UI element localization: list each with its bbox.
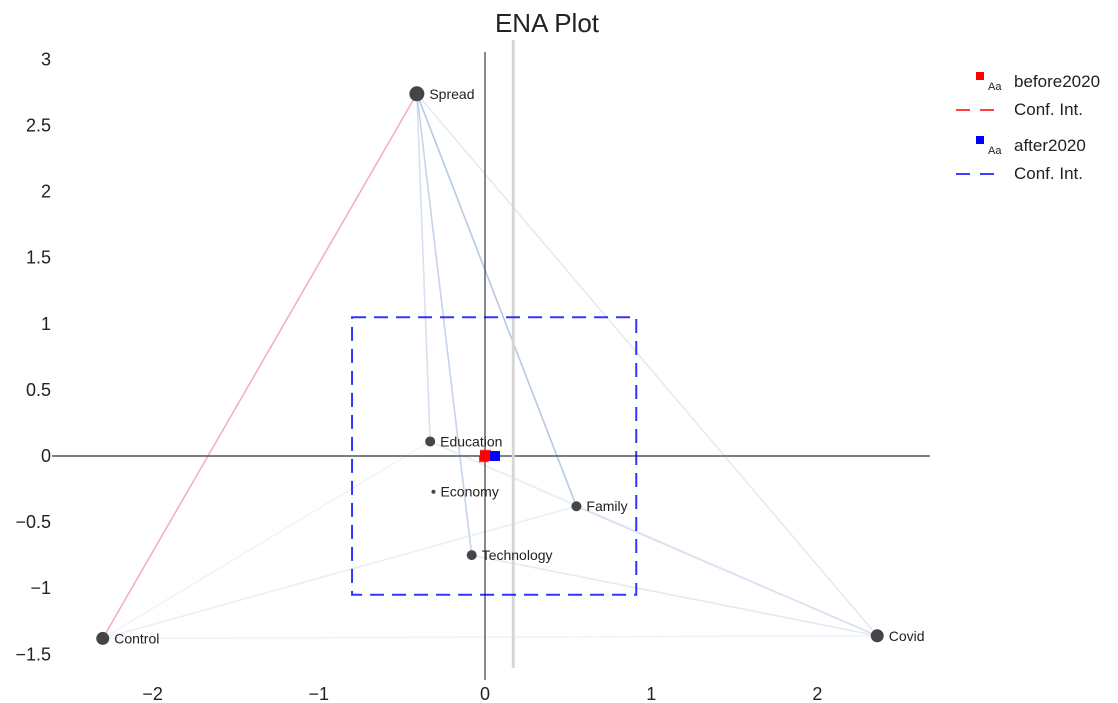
legend-label: Conf. Int. <box>1014 100 1083 119</box>
y-tick-label: 0.5 <box>26 380 51 400</box>
axes <box>52 40 930 680</box>
y-tick-label: 0 <box>41 446 51 466</box>
node-technology <box>466 550 477 561</box>
y-tick-label: 1.5 <box>26 248 51 268</box>
mean-after2020 <box>489 451 500 461</box>
group-means <box>480 451 500 461</box>
node-label-family: Family <box>586 498 627 514</box>
legend-label: after2020 <box>1014 136 1086 155</box>
network-edges <box>102 93 878 640</box>
y-tick-label: 2.5 <box>26 116 51 136</box>
conf-int-after2020 <box>351 316 638 596</box>
node-spread <box>409 86 425 102</box>
node-label-education: Education <box>440 433 502 449</box>
edge-spread-covid <box>416 93 878 637</box>
x-tick-label: 2 <box>812 684 822 703</box>
legend-marker-after2020 <box>976 136 984 144</box>
network-nodes: Spread Education Economy Family Technology Co… <box>96 86 925 646</box>
legend-marker-text: Aa <box>988 81 1002 93</box>
x-tick-label: −1 <box>309 684 330 703</box>
mean-before2020 <box>480 451 490 461</box>
edge-spread-technology <box>416 93 473 556</box>
node-label-economy: Economy <box>440 484 498 500</box>
x-tick-label: 0 <box>480 684 490 703</box>
node-label-technology: Technology <box>482 547 553 563</box>
y-tick-label: −1.5 <box>15 644 51 664</box>
legend-label: before2020 <box>1014 72 1100 91</box>
edge-spread-family <box>416 93 578 507</box>
x-tick-label: 1 <box>646 684 656 703</box>
y-tick-label: 3 <box>41 49 51 69</box>
node-label-control: Control <box>114 630 159 646</box>
edge-control-education <box>102 440 431 640</box>
node-economy <box>431 489 436 494</box>
node-label-covid: Covid <box>889 628 925 644</box>
node-covid <box>870 629 884 643</box>
legend-marker-text: Aa <box>988 145 1002 157</box>
edge-family-education <box>429 440 577 507</box>
y-tick-label: −1 <box>30 578 51 598</box>
edge-covid-family <box>576 505 878 637</box>
edge-covid-technology <box>471 554 878 637</box>
chart-title: ENA Plot <box>495 8 600 38</box>
edge-spread-control <box>102 93 418 639</box>
legend[interactable]: Aa before2020 Conf. Int. Aa after2020 Conf. I… <box>956 72 1100 183</box>
node-control <box>96 631 110 645</box>
legend-marker-before2020 <box>976 72 984 80</box>
tick-labels: −2 −1 0 1 2 −1.5 −1 −0.5 0 0.5 1 1.5 2 2.5 3 <box>15 49 822 703</box>
y-tick-label: −0.5 <box>15 512 51 532</box>
node-family <box>571 501 582 512</box>
legend-label: Conf. Int. <box>1014 164 1083 183</box>
edge-covid-education <box>429 440 878 637</box>
node-label-spread: Spread <box>429 86 474 102</box>
y-tick-label: 2 <box>41 182 51 202</box>
edge-control-family <box>102 505 577 640</box>
x-tick-label: −2 <box>142 684 163 703</box>
node-education <box>425 436 436 447</box>
edge-spread-education <box>416 93 431 442</box>
y-tick-label: 1 <box>41 314 51 334</box>
edge-covid-control <box>102 634 878 640</box>
